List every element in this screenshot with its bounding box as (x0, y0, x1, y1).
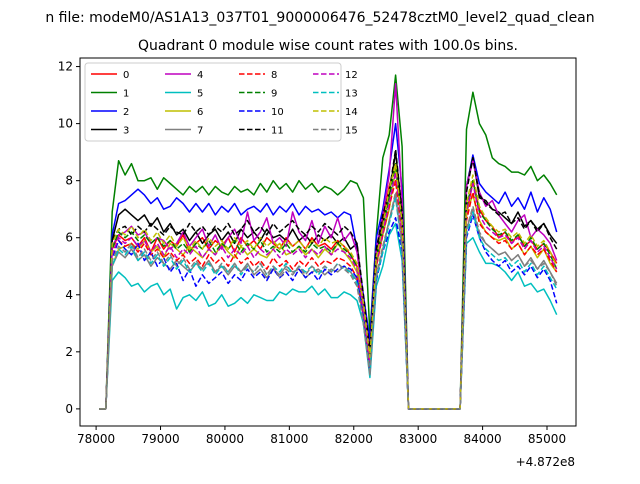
legend-label-7: 7 (197, 126, 203, 137)
x-axis-offset-label: +4.872e8 (516, 455, 575, 469)
series-line-7 (99, 194, 558, 410)
series-line-11 (99, 148, 558, 410)
plot-frame (79, 57, 577, 427)
legend-label-10: 10 (271, 107, 284, 118)
legend-label-6: 6 (197, 107, 203, 118)
x-tick-label: 83000 (399, 432, 437, 446)
legend-box (84, 62, 342, 142)
legend-label-9: 9 (271, 89, 277, 100)
series-line-9 (99, 162, 558, 410)
x-tick-label: 84000 (464, 432, 502, 446)
y-tick-label: 4 (65, 288, 73, 302)
legend-label-8: 8 (271, 70, 277, 81)
legend-label-3: 3 (123, 126, 129, 137)
x-tick-label: 80000 (206, 432, 244, 446)
series-line-1 (99, 74, 558, 410)
chart-title: Quadrant 0 module wise count rates with … (138, 38, 518, 54)
legend-label-1: 1 (123, 89, 129, 100)
series-line-15 (99, 191, 558, 410)
series-layer (99, 74, 558, 410)
legend-label-11: 11 (271, 126, 284, 137)
series-line-12 (99, 171, 558, 410)
x-tick-label: 85000 (528, 432, 566, 446)
legend-label-14: 14 (345, 107, 358, 118)
x-tick-label: 79000 (141, 432, 179, 446)
y-tick-label: 12 (58, 60, 73, 74)
x-tick-label: 78000 (77, 432, 115, 446)
legend-label-4: 4 (197, 70, 203, 81)
legend-label-5: 5 (197, 89, 203, 100)
legend-label-0: 0 (123, 70, 129, 81)
chart-suptitle: n file: modeM0/AS1A13_037T01_9000006476_… (45, 10, 594, 26)
y-tick-label: 0 (65, 402, 73, 416)
y-tick-label: 10 (58, 117, 73, 131)
y-tick-label: 2 (65, 345, 73, 359)
y-axis: 0 2 4 6 8 10 12 (58, 60, 80, 416)
x-tick-label: 82000 (335, 432, 373, 446)
legend-label-13: 13 (345, 89, 358, 100)
series-line-5 (99, 222, 558, 410)
series-line-3 (99, 151, 558, 410)
legend-label-12: 12 (345, 70, 358, 81)
x-axis: 78000 79000 80000 81000 82000 83000 84000 85000 (77, 426, 566, 446)
series-line-2 (99, 122, 558, 410)
legend-label-2: 2 (123, 107, 129, 118)
y-tick-label: 6 (65, 231, 73, 245)
series-line-14 (99, 162, 558, 410)
y-tick-label: 8 (65, 174, 73, 188)
legend-label-15: 15 (345, 126, 358, 137)
x-tick-label: 81000 (270, 432, 308, 446)
series-line-8 (99, 179, 558, 410)
